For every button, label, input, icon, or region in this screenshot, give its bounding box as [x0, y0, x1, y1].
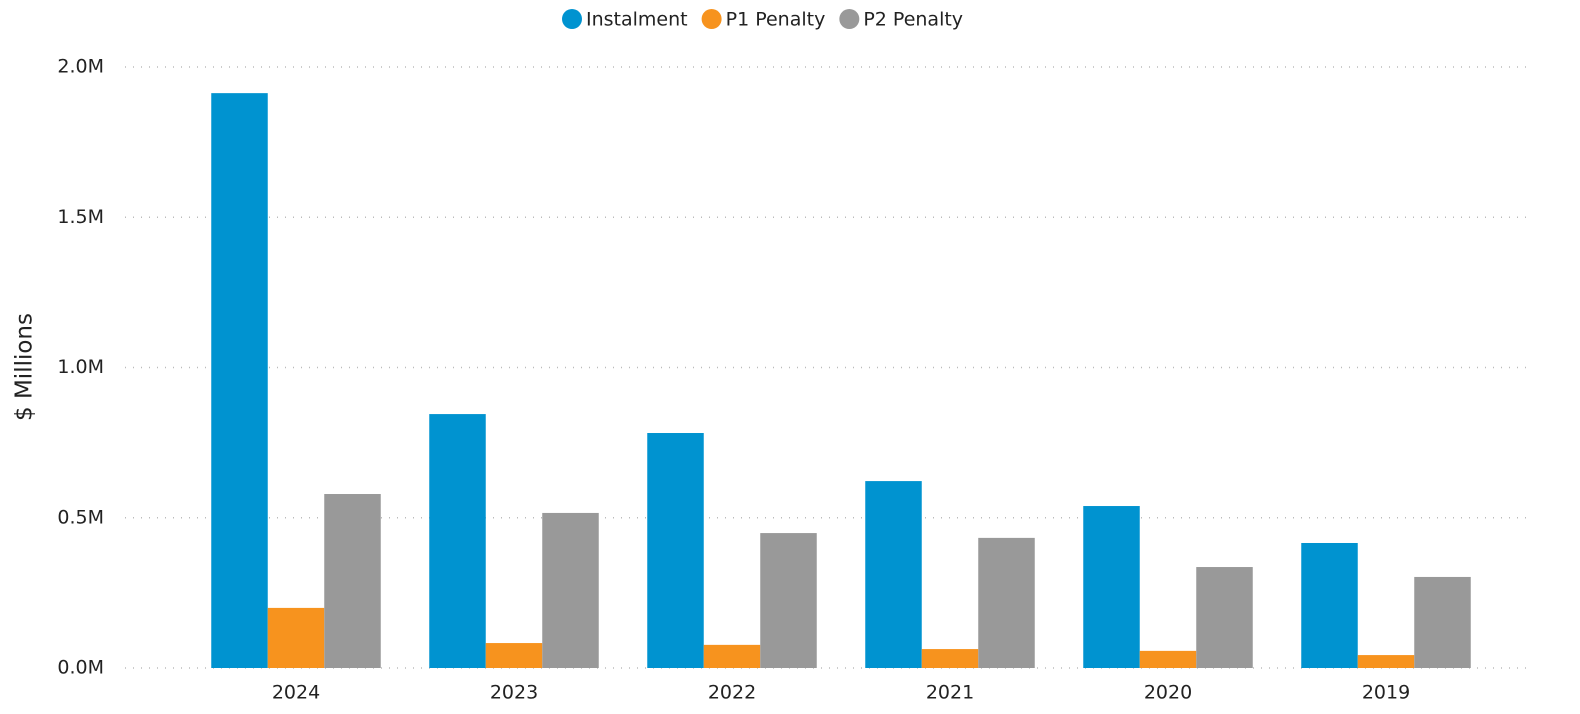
x-tick-label: 2024 — [272, 682, 320, 704]
bar — [429, 414, 486, 668]
legend-label: P2 Penalty — [863, 9, 963, 31]
bar — [324, 494, 381, 668]
bar — [211, 93, 268, 669]
y-tick-label: 2.0M — [57, 56, 104, 78]
bar — [1301, 542, 1358, 668]
x-tick-label: 2021 — [926, 682, 974, 704]
legend-label: Instalment — [586, 9, 688, 31]
bar — [485, 643, 543, 668]
y-tick-label: 1.5M — [57, 206, 104, 228]
bar — [647, 433, 704, 668]
legend-marker — [562, 9, 582, 29]
bar — [865, 481, 922, 668]
bar — [978, 537, 1035, 668]
y-tick-label: 0.0M — [57, 657, 104, 679]
bar — [703, 644, 761, 668]
bar — [1414, 576, 1471, 668]
legend-marker — [839, 9, 860, 29]
y-tick-label: 1.0M — [57, 356, 104, 378]
bar — [1083, 506, 1140, 668]
bar — [760, 533, 817, 668]
bar — [1139, 650, 1197, 668]
legend-marker — [701, 9, 722, 29]
bar — [921, 649, 979, 668]
x-tick-label: 2023 — [490, 682, 538, 704]
x-tick-label: 2022 — [708, 682, 756, 704]
x-tick-label: 2019 — [1362, 682, 1410, 704]
legend-label: P1 Penalty — [726, 9, 826, 31]
bar — [542, 512, 599, 668]
bar — [267, 607, 325, 668]
x-tick-label: 2020 — [1144, 682, 1192, 704]
bar — [1357, 655, 1415, 668]
y-axis-title: $ Millions — [12, 313, 38, 421]
y-tick-label: 0.5M — [57, 506, 104, 528]
bar — [1196, 567, 1253, 668]
